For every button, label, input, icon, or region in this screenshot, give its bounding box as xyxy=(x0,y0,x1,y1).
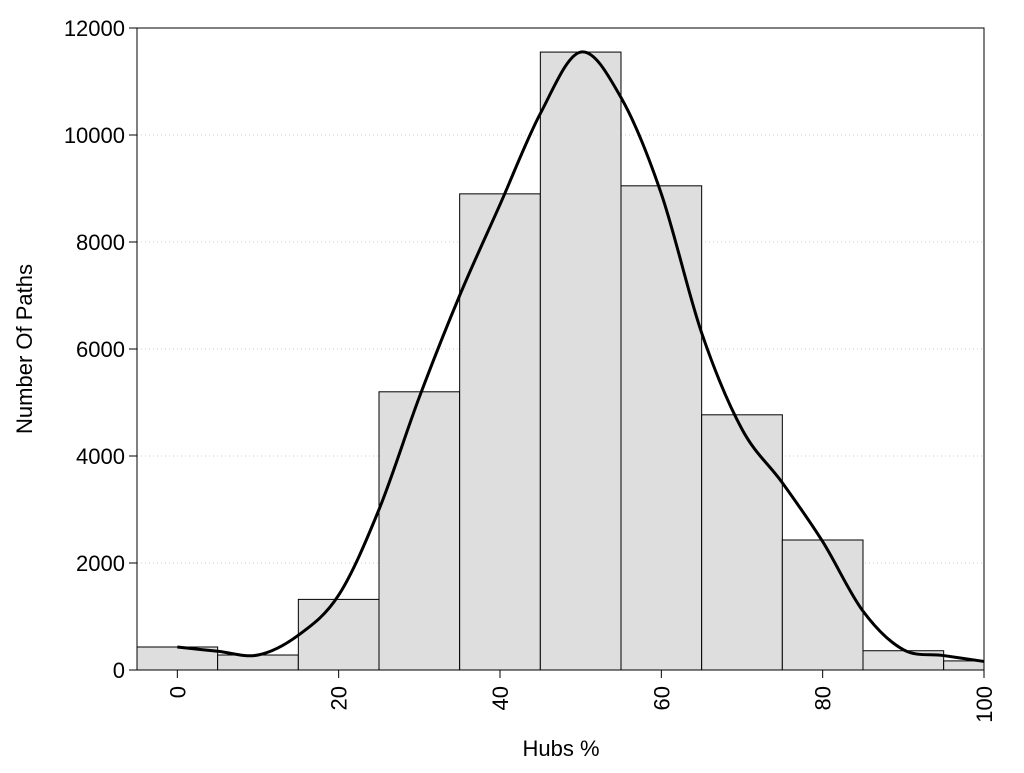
histogram-bar xyxy=(297,598,380,671)
y-tick-label: 12000 xyxy=(64,16,125,41)
x-tick-label: 40 xyxy=(488,686,513,710)
histogram-bar xyxy=(539,51,622,671)
curve-layer xyxy=(177,50,985,663)
histogram-bar xyxy=(217,654,299,671)
y-tick-label: 4000 xyxy=(76,444,125,469)
x-tick-label: 100 xyxy=(972,686,997,723)
y-tick-label: 0 xyxy=(113,658,125,683)
bar-layer xyxy=(136,51,985,671)
y-axis-ticks: 0 2000 4000 6000 8000 10000 12000 xyxy=(64,16,137,683)
x-axis-label: Hubs % xyxy=(522,736,599,761)
y-tick-label: 8000 xyxy=(76,230,125,255)
histogram-bar xyxy=(620,185,703,671)
y-axis-label: Number Of Paths xyxy=(12,264,37,434)
histogram-bar xyxy=(459,193,541,671)
y-tick-label: 2000 xyxy=(76,551,125,576)
x-tick-label: 60 xyxy=(649,686,674,710)
histogram-bar xyxy=(378,391,461,671)
histogram-bar xyxy=(943,660,985,671)
histogram-bar xyxy=(781,539,864,671)
y-tick-label: 6000 xyxy=(76,337,125,362)
density-curve xyxy=(177,50,985,663)
x-tick-label: 80 xyxy=(811,686,836,710)
x-tick-label: 0 xyxy=(165,686,190,698)
y-tick-label: 10000 xyxy=(64,123,125,148)
x-axis-ticks: 0 20 40 60 80 100 xyxy=(165,670,997,723)
x-tick-label: 20 xyxy=(327,686,352,710)
histogram-bar xyxy=(701,414,783,671)
